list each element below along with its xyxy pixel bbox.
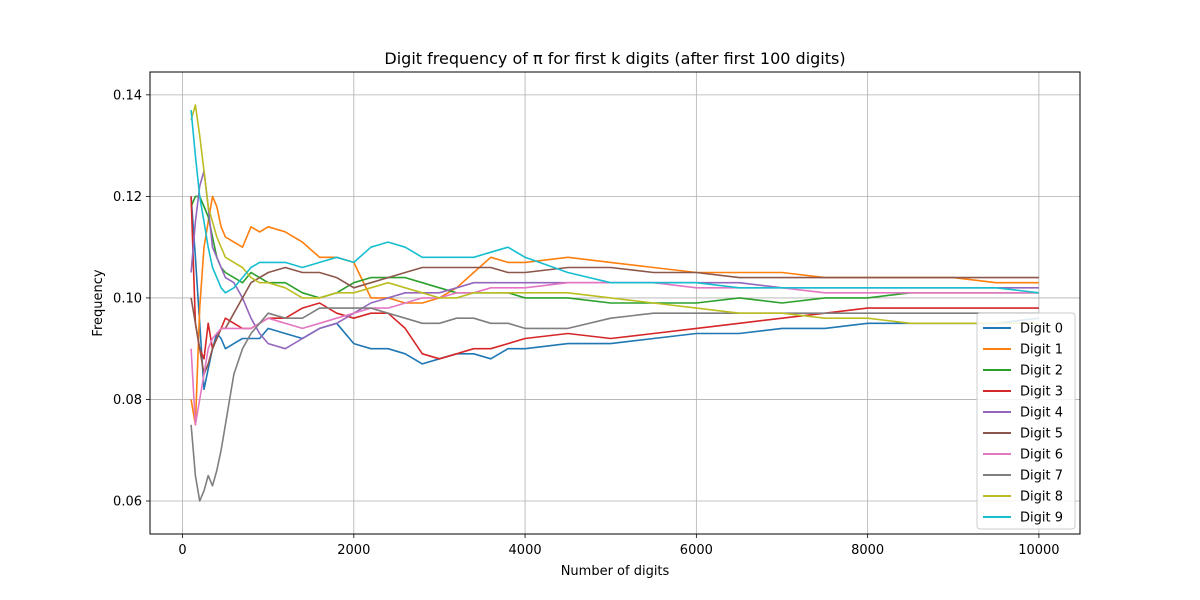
chart-title: Digit frequency of π for first k digits … <box>384 49 845 68</box>
legend: Digit 0 Digit 1 Digit 2 Digit 3 Digit 4 Digit… <box>976 312 1076 530</box>
series-line-digit-5 <box>190 266 1039 375</box>
x-tick-label: 2000 <box>337 543 370 558</box>
x-tick-label: 0 <box>178 543 186 558</box>
y-tick-label: 0.10 <box>113 291 142 306</box>
legend-label: Digit 8 <box>1020 490 1063 505</box>
x-axis-label: Number of digits <box>561 564 670 579</box>
x-tick-label: 8000 <box>851 543 884 558</box>
legend-label: Digit 1 <box>1020 343 1063 358</box>
legend-label: Digit 9 <box>1020 511 1063 526</box>
y-axis-label: Frequency <box>91 269 106 336</box>
series-line-digit-8 <box>190 104 1039 325</box>
series-line-digit-4 <box>190 170 1039 350</box>
legend-label: Digit 2 <box>1020 364 1063 379</box>
y-tick-label: 0.14 <box>113 88 142 103</box>
plot-area-frame <box>149 71 1081 535</box>
y-tick-label: 0.06 <box>113 495 142 510</box>
legend-label: Digit 0 <box>1020 322 1063 337</box>
x-tick-label: 6000 <box>680 543 713 558</box>
legend-label: Digit 3 <box>1020 385 1063 400</box>
axis-ticks: 0 2000 4000 6000 8000 10000 0.06 0.08 0.10 0.12 0.… <box>113 88 1060 558</box>
series-lines <box>190 104 1039 502</box>
series-line-digit-9 <box>190 110 1039 294</box>
series-line-digit-0 <box>190 196 1039 391</box>
legend-label: Digit 7 <box>1020 469 1063 484</box>
x-tick-label: 10000 <box>1018 543 1059 558</box>
legend-label: Digit 6 <box>1020 448 1063 463</box>
x-tick-label: 4000 <box>509 543 542 558</box>
legend-label: Digit 5 <box>1020 427 1063 442</box>
legend-label: Digit 4 <box>1020 406 1063 421</box>
y-tick-label: 0.08 <box>113 393 142 408</box>
y-tick-label: 0.12 <box>113 190 142 205</box>
